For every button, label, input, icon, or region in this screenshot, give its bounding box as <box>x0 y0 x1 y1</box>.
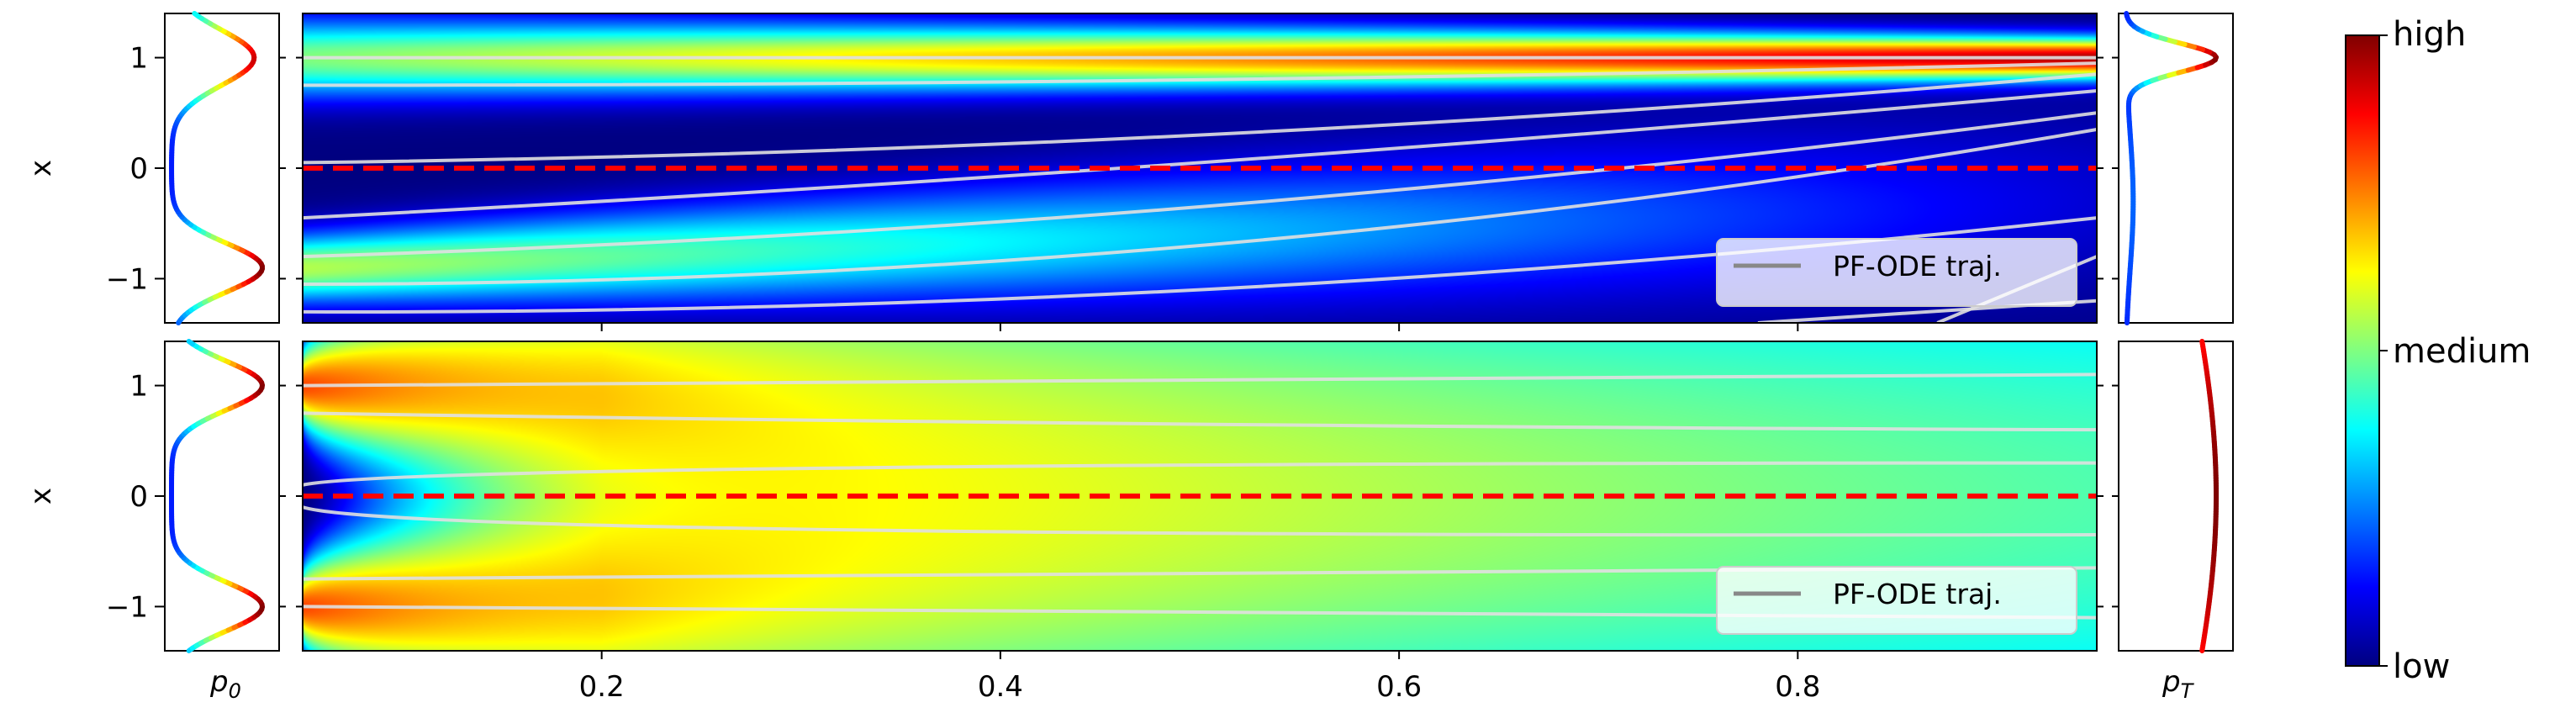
bot-trajectory-3 <box>303 505 2097 537</box>
top-trajectories <box>303 55 2097 323</box>
bottom-pT-density-curve <box>2199 339 2219 653</box>
top-ytick-label-2: 1 <box>129 42 148 76</box>
top-p0-panel <box>164 11 280 325</box>
bottom-xtick-label-1: 0.4 <box>978 670 1023 704</box>
bottom-heatmap-frame <box>302 341 2098 652</box>
top-row: x −1 0 1 PF-ODE traj. <box>24 11 2234 331</box>
colorbar-label-medium: medium <box>2393 332 2531 371</box>
top-pT-curve-seg-119 <box>2124 11 2130 19</box>
p0-label: p0 <box>209 665 241 703</box>
colorbar-gradient <box>2345 34 2380 667</box>
top-p0-curve-seg-119 <box>192 11 201 19</box>
top-trajectory-1 <box>303 61 2097 87</box>
bottom-xtick-label-3: 0.8 <box>1775 670 1820 704</box>
top-pT-panel <box>2118 11 2234 325</box>
bottom-y-ticks: −1 0 1 <box>106 370 2119 624</box>
top-y-ticks: −1 0 1 <box>106 42 2119 331</box>
top-ytick-label-1: 0 <box>129 152 148 186</box>
bottom-heatmap-panel: PF-ODE traj. <box>302 341 2098 652</box>
top-pT-frame <box>2118 13 2234 324</box>
top-trajectory-5 <box>303 128 2097 286</box>
top-heatmap-frame <box>302 13 2098 324</box>
bottom-p0-density-curve <box>169 339 265 653</box>
bottom-ylabel: x <box>24 488 58 504</box>
bot-p0-curve-seg-119 <box>186 339 195 347</box>
bottom-p0-panel <box>164 339 280 653</box>
top-trajectory-3 <box>303 89 2097 220</box>
colorbar-label-low: low <box>2393 647 2450 686</box>
colorbar: high medium low <box>2345 15 2531 686</box>
bot-trajectory-0 <box>303 372 2097 388</box>
top-legend-box <box>1716 238 2077 307</box>
bottom-legend: PF-ODE traj. <box>1716 566 2077 635</box>
bot-trajectory-2 <box>303 461 2097 487</box>
top-trajectory-2 <box>303 72 2097 165</box>
top-ytick-label-0: −1 <box>106 262 148 296</box>
bottom-legend-box <box>1716 566 2077 635</box>
bot-ytick-label-0: −1 <box>106 590 148 624</box>
bottom-row: x −1 0 1 0.2 0.4 0.6 0.8 PF-ODE traj. <box>24 339 2234 704</box>
pT-label: pT <box>2162 665 2195 703</box>
bottom-legend-label: PF-ODE traj. <box>1833 578 2002 610</box>
bottom-trajectories <box>303 372 2097 620</box>
top-legend: PF-ODE traj. <box>1716 238 2077 307</box>
top-p0-frame <box>164 13 280 324</box>
bot-ytick-label-2: 1 <box>129 370 148 404</box>
top-legend-label: PF-ODE traj. <box>1833 250 2002 283</box>
top-heatmap-panel: PF-ODE traj. <box>302 13 2098 324</box>
colorbar-label-high: high <box>2393 15 2466 54</box>
top-p0-density-curve <box>169 11 265 325</box>
top-pT-density-curve <box>2124 11 2219 325</box>
bot-ytick-label-1: 0 <box>129 480 148 514</box>
bottom-xtick-label-2: 0.6 <box>1376 670 1422 704</box>
bottom-x-ticks: 0.2 0.4 0.6 0.8 <box>579 651 1820 704</box>
bot-trajectory-1 <box>303 411 2097 432</box>
top-trajectory-4 <box>303 111 2097 259</box>
bottom-pT-panel <box>2118 339 2234 653</box>
bottom-xtick-label-0: 0.2 <box>579 670 625 704</box>
top-ylabel: x <box>24 160 58 177</box>
bot-pT-curve-seg-119 <box>2199 339 2205 347</box>
